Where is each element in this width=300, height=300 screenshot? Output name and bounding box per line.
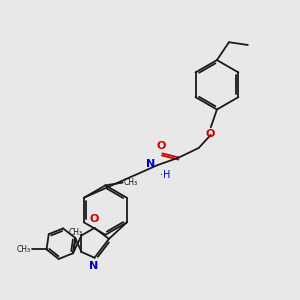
Text: ·H: ·H	[160, 170, 171, 180]
Text: N: N	[146, 159, 155, 170]
Text: CH₃: CH₃	[124, 178, 138, 187]
Text: N: N	[89, 261, 98, 271]
Text: O: O	[156, 141, 166, 151]
Text: O: O	[206, 129, 215, 139]
Text: CH₃: CH₃	[16, 245, 31, 254]
Text: CH₃: CH₃	[69, 228, 83, 237]
Text: O: O	[90, 214, 99, 224]
